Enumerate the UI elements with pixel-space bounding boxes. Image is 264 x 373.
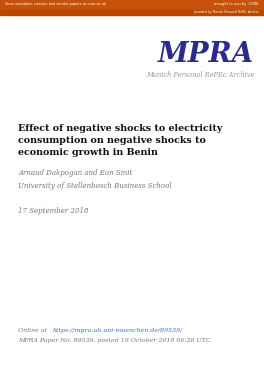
Text: View metadata, citation and similar papers at core.ac.uk: View metadata, citation and similar pape… [5,2,106,6]
Bar [0,10,264,15]
Text: consumption on negative shocks to: consumption on negative shocks to [18,136,206,145]
Text: MPRA Paper No. 89539, posted 19 October 2018 06:28 UTC: MPRA Paper No. 89539, posted 19 October … [18,338,211,343]
Text: 17 September 2018: 17 September 2018 [18,207,89,215]
Text: brought to you by  CORE: brought to you by CORE [214,2,259,6]
Text: MPRA: MPRA [158,41,254,68]
Text: Effect of negative shocks to electricity: Effect of negative shocks to electricity [18,124,223,133]
Text: https://mpra.ub.uni-muenchen.de/89539/: https://mpra.ub.uni-muenchen.de/89539/ [53,327,183,333]
Bar [0,0,264,10]
Text: economic growth in Benin: economic growth in Benin [18,148,158,157]
Text: University of Stellenbosch Business School: University of Stellenbosch Business Scho… [18,182,172,191]
Text: Munich Personal RePEc Archive: Munich Personal RePEc Archive [147,70,255,79]
Text: Online at: Online at [18,327,50,333]
Text: Arnaud Dakpogan and Eon Smit: Arnaud Dakpogan and Eon Smit [18,169,133,178]
Text: provided by Munich Personal RePEc Archive: provided by Munich Personal RePEc Archiv… [194,10,259,14]
